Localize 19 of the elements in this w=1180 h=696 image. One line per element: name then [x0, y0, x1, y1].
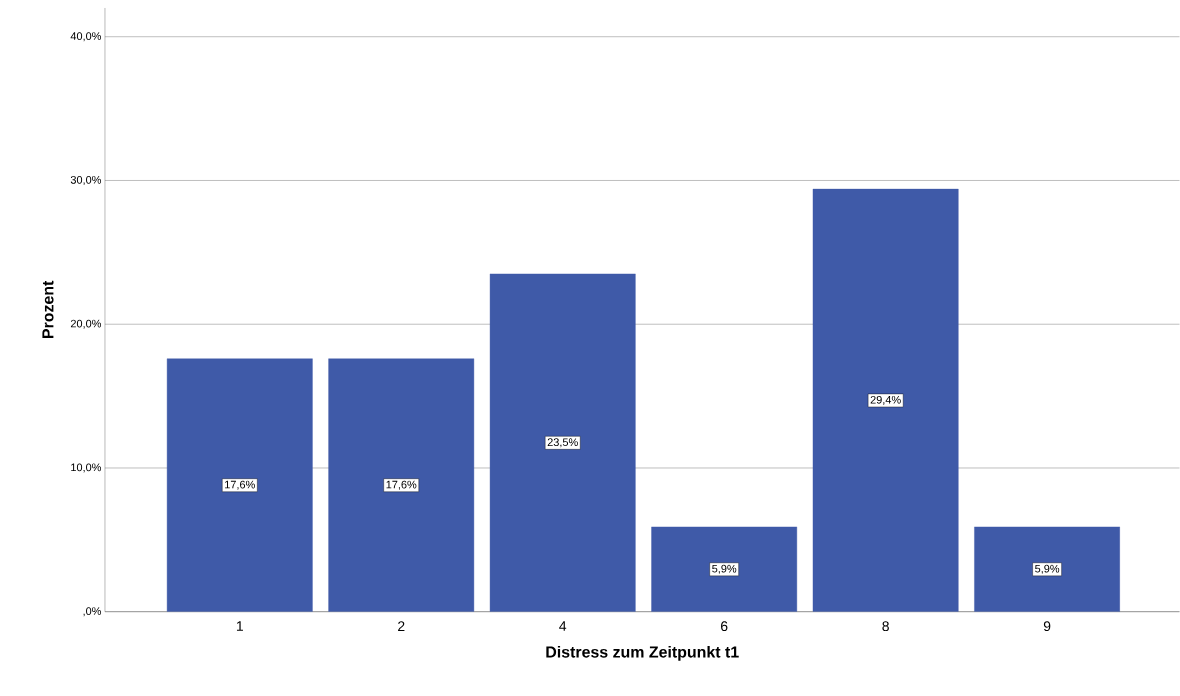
y-tick-label: 40,0% — [70, 32, 102, 42]
x-tick-label: 2 — [398, 621, 405, 632]
y-tick-label: 10,0% — [71, 463, 102, 473]
data-label: 29,4% — [870, 396, 901, 406]
data-label: 5,9% — [1035, 564, 1060, 574]
x-tick-label: 1 — [236, 621, 243, 631]
data-label: 17,6% — [386, 480, 417, 490]
x-tick-label: 4 — [559, 621, 567, 631]
data-label: 17,6% — [225, 480, 255, 490]
x-tick-label: 8 — [882, 621, 889, 632]
x-tick-label: 9 — [1043, 621, 1051, 632]
x-tick-label: 6 — [721, 621, 728, 632]
y-tick-label: ,0% — [83, 607, 102, 617]
data-label: 23,5% — [547, 438, 578, 448]
y-tick-label: 30,0% — [70, 176, 102, 186]
y-axis-title: Prozent — [42, 281, 54, 339]
x-axis-title: Distress zum Zeitpunkt t1 — [546, 646, 739, 661]
data-label: 5,9% — [712, 564, 737, 574]
y-tick-label: 20,0% — [70, 319, 102, 329]
